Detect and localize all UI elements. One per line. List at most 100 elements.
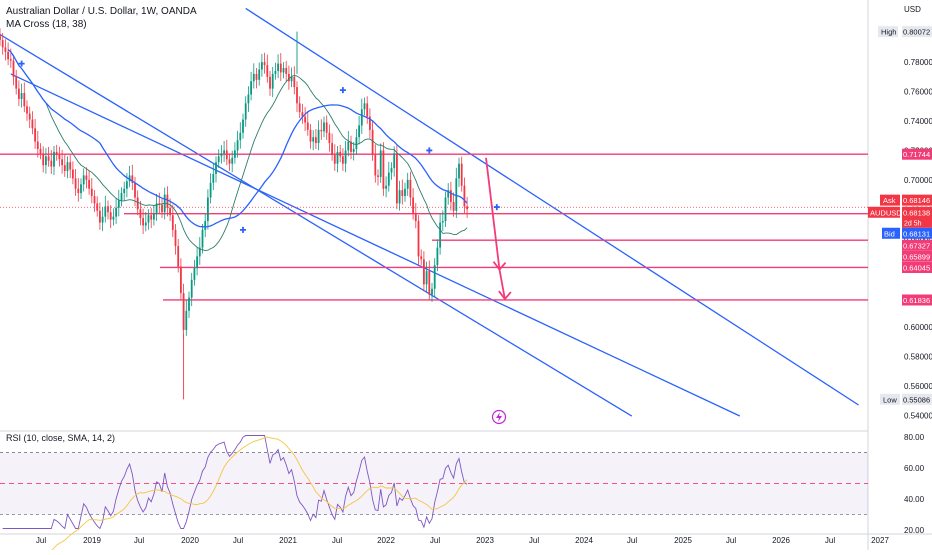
trend-channels[interactable] bbox=[0, 7, 859, 417]
candle-body bbox=[134, 182, 136, 198]
high-value: 0.80072 bbox=[903, 28, 930, 37]
candle-body bbox=[104, 206, 107, 217]
rsi-tick-label: 40.00 bbox=[904, 495, 925, 504]
candle-body bbox=[36, 141, 39, 149]
candle-body bbox=[69, 162, 72, 170]
candle-body bbox=[339, 151, 342, 157]
rsi-tick-label: 20.00 bbox=[904, 526, 925, 535]
time-tick-label: Jul bbox=[332, 536, 342, 545]
price-scale[interactable]: USD0.780000.760000.740000.720000.700000.… bbox=[868, 5, 932, 535]
time-axis[interactable]: Jul 2019 Jul 2020 Jul 2021 Jul 2022 Jul 2023 Jul 20… bbox=[36, 536, 890, 545]
candle-body bbox=[161, 204, 163, 213]
candle-body bbox=[123, 188, 126, 194]
level-badge-text: 0.64045 bbox=[903, 263, 930, 272]
candle-body bbox=[182, 293, 185, 330]
candle-body bbox=[90, 188, 93, 197]
candle-body bbox=[290, 76, 293, 82]
candle-body bbox=[328, 132, 331, 144]
ma-fast-line bbox=[7, 49, 468, 252]
symbol-title[interactable]: Australian Dollar / U.S. Dollar, 1W, OAN… bbox=[6, 6, 197, 17]
candle-body bbox=[188, 297, 190, 311]
candle-body bbox=[320, 129, 323, 132]
high-value-badge bbox=[902, 26, 932, 38]
candle-body bbox=[344, 150, 347, 164]
candle-body bbox=[379, 150, 382, 177]
candle-body bbox=[315, 137, 317, 144]
candle-body bbox=[217, 156, 220, 163]
candle-body bbox=[374, 154, 377, 176]
candle-body bbox=[355, 137, 358, 149]
time-tick-label: 2027 bbox=[871, 536, 889, 545]
candle-body bbox=[166, 194, 169, 208]
candle-body bbox=[352, 148, 355, 152]
level-badge-3 bbox=[902, 250, 932, 262]
candle-body bbox=[107, 206, 109, 213]
price-tick-label: 0.76000 bbox=[904, 88, 932, 97]
candle-body bbox=[99, 210, 101, 223]
price-tick-label: 0.70000 bbox=[904, 176, 932, 185]
candle-body bbox=[42, 153, 45, 166]
candle-body bbox=[88, 179, 90, 189]
candle-body bbox=[401, 190, 404, 197]
candle-body bbox=[63, 165, 66, 172]
rsi-ma-line bbox=[40, 436, 468, 555]
candle-body bbox=[298, 103, 301, 113]
candle-body bbox=[350, 141, 352, 152]
time-tick-label: Jul bbox=[134, 536, 144, 545]
candle-body bbox=[201, 229, 204, 248]
level-badge-text: 0.67327 bbox=[903, 241, 930, 250]
candle-body bbox=[228, 159, 231, 164]
candle-body bbox=[93, 196, 96, 204]
high-label-badge bbox=[878, 26, 898, 38]
time-tick-label: Jul bbox=[825, 536, 835, 545]
candle-body bbox=[377, 175, 379, 177]
candle-body bbox=[20, 93, 23, 99]
bid-value: 0.68131 bbox=[903, 229, 930, 238]
rsi-indicator-label[interactable]: RSI (10, close, SMA, 14, 2) bbox=[6, 433, 116, 443]
candle-body bbox=[74, 178, 77, 189]
candle-body bbox=[450, 190, 452, 202]
candle-body bbox=[239, 132, 242, 141]
ask-label: Ask bbox=[883, 196, 896, 205]
indicator-label[interactable]: MA Cross (18, 38) bbox=[6, 19, 87, 30]
time-tick-label: Jul bbox=[430, 536, 440, 545]
symbol-value-badge bbox=[902, 206, 932, 228]
candle-body bbox=[190, 279, 193, 298]
candle-body bbox=[26, 106, 28, 114]
projection-arrow-upper bbox=[485, 157, 501, 270]
candle-body bbox=[436, 247, 439, 266]
candle-body bbox=[258, 69, 261, 80]
candle-body bbox=[136, 197, 139, 210]
ma-slow-line bbox=[7, 49, 468, 228]
candle-body bbox=[50, 160, 53, 167]
candle-body bbox=[82, 175, 85, 185]
time-tick-label: 2022 bbox=[377, 536, 395, 545]
horizontal-levels[interactable] bbox=[0, 153, 868, 301]
projection-arrow[interactable] bbox=[485, 157, 512, 425]
candle-body bbox=[358, 125, 360, 138]
candle-body bbox=[266, 65, 269, 77]
candle-body bbox=[31, 119, 34, 129]
candle-body bbox=[147, 215, 150, 223]
candle-body bbox=[7, 51, 9, 60]
ma-cross-marker bbox=[240, 226, 246, 233]
ma-cross-marker bbox=[493, 204, 500, 211]
candle-body bbox=[252, 73, 255, 82]
candle-body bbox=[455, 178, 458, 211]
candle-body bbox=[282, 68, 285, 73]
arrow-head bbox=[498, 290, 512, 301]
candle-body bbox=[382, 150, 385, 189]
symbol-label: AUDUSD bbox=[870, 208, 902, 217]
candle-body bbox=[193, 268, 196, 280]
candle-body bbox=[128, 175, 131, 182]
rsi-line bbox=[2, 435, 468, 530]
candle-body bbox=[142, 218, 144, 226]
candle-body bbox=[417, 221, 420, 257]
candle-body bbox=[409, 179, 412, 198]
candle-body bbox=[325, 122, 328, 133]
candle-body bbox=[61, 159, 63, 166]
candle-body bbox=[331, 143, 333, 155]
